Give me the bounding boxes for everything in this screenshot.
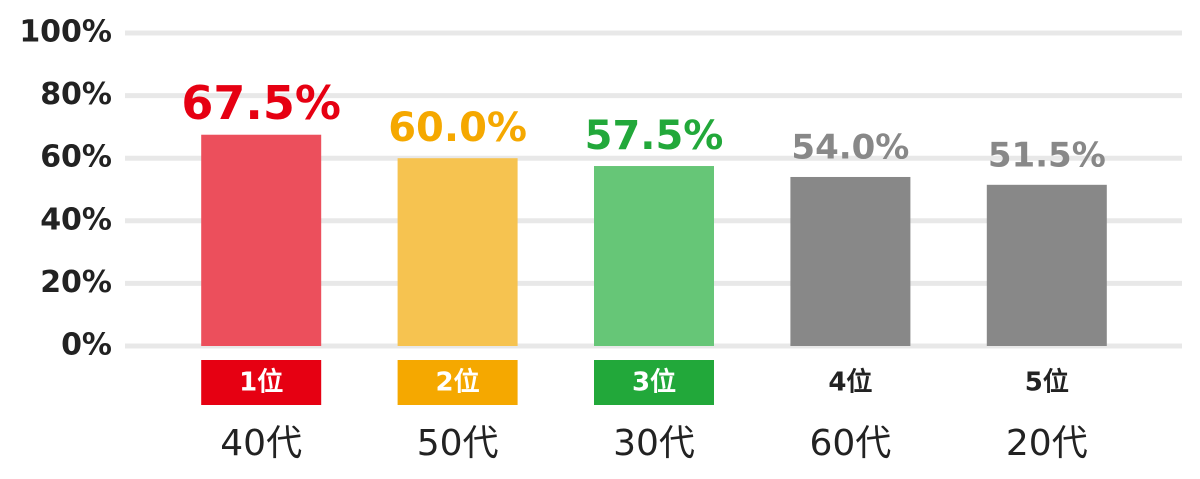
bar — [201, 134, 322, 346]
value-label: 67.5% — [181, 76, 341, 130]
x-tick-label: 60代 — [809, 423, 891, 464]
y-tick-label: 20% — [40, 265, 112, 300]
bar — [790, 176, 911, 346]
bar — [397, 158, 518, 346]
rank-label: 5位 — [1025, 367, 1069, 398]
rank-label: 2位 — [436, 367, 480, 398]
bar — [986, 184, 1107, 346]
rank-badge — [594, 360, 714, 405]
rank-badge — [201, 360, 322, 405]
x-tick-label: 50代 — [417, 423, 499, 464]
rank-badge — [397, 360, 518, 405]
value-label: 51.5% — [988, 135, 1106, 175]
y-tick-label: 40% — [40, 202, 112, 237]
x-tick-label: 30代 — [613, 423, 695, 464]
y-tick-label: 80% — [40, 77, 112, 112]
y-tick-label: 100% — [19, 15, 112, 50]
value-label: 54.0% — [791, 127, 909, 167]
y-tick-label: 60% — [40, 140, 112, 175]
x-tick-label: 20代 — [1006, 423, 1088, 464]
rank-label: 3位 — [632, 367, 676, 398]
bar — [594, 166, 714, 346]
y-tick-label: 0% — [61, 328, 112, 363]
value-label: 57.5% — [585, 113, 724, 159]
rank-label: 4位 — [828, 367, 872, 398]
x-tick-label: 40代 — [220, 423, 302, 464]
value-label: 60.0% — [388, 105, 527, 151]
rank-label: 1位 — [239, 367, 283, 398]
